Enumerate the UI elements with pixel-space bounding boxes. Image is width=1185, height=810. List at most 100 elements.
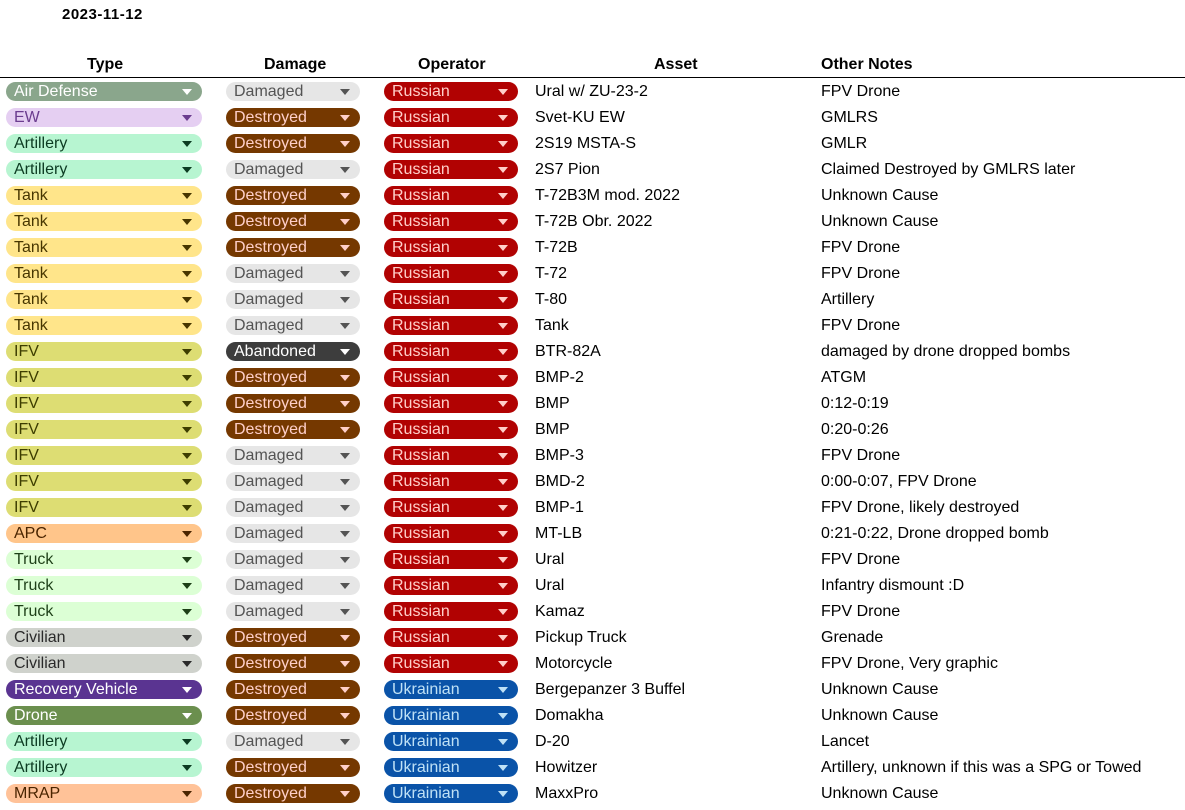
damage-dropdown[interactable]: Destroyed <box>226 784 360 803</box>
operator-dropdown[interactable]: Russian <box>384 82 518 101</box>
notes-cell: FPV Drone, likely destroyed <box>821 499 1020 516</box>
operator-dropdown[interactable]: Russian <box>384 368 518 387</box>
operator-dropdown[interactable]: Russian <box>384 550 518 569</box>
asset-cell: BMD-2 <box>535 473 585 490</box>
type-dropdown[interactable]: Artillery <box>6 160 202 179</box>
dropdown-arrow-icon <box>498 271 508 277</box>
type-dropdown[interactable]: IFV <box>6 446 202 465</box>
operator-dropdown[interactable]: Russian <box>384 628 518 647</box>
operator-dropdown[interactable]: Ukrainian <box>384 732 518 751</box>
notes-cell: FPV Drone <box>821 83 901 100</box>
type-dropdown[interactable]: EW <box>6 108 202 127</box>
type-dropdown[interactable]: IFV <box>6 498 202 517</box>
operator-dropdown[interactable]: Russian <box>384 472 518 491</box>
damage-dropdown[interactable]: Damaged <box>226 82 360 101</box>
damage-dropdown[interactable]: Destroyed <box>226 238 360 257</box>
operator-dropdown[interactable]: Russian <box>384 498 518 517</box>
damage-dropdown[interactable]: Damaged <box>226 576 360 595</box>
damage-dropdown[interactable]: Damaged <box>226 160 360 179</box>
damage-dropdown[interactable]: Destroyed <box>226 368 360 387</box>
damage-dropdown[interactable]: Destroyed <box>226 680 360 699</box>
damage-dropdown[interactable]: Destroyed <box>226 758 360 777</box>
operator-dropdown[interactable]: Russian <box>384 316 518 335</box>
operator-dropdown[interactable]: Ukrainian <box>384 706 518 725</box>
damage-dropdown[interactable]: Damaged <box>226 524 360 543</box>
type-dropdown[interactable]: Truck <box>6 602 202 621</box>
operator-dropdown[interactable]: Ukrainian <box>384 758 518 777</box>
type-dropdown-label: IFV <box>14 421 39 438</box>
type-dropdown[interactable]: Tank <box>6 264 202 283</box>
damage-dropdown[interactable]: Damaged <box>226 290 360 309</box>
type-dropdown[interactable]: IFV <box>6 420 202 439</box>
type-dropdown[interactable]: Artillery <box>6 758 202 777</box>
operator-dropdown[interactable]: Russian <box>384 238 518 257</box>
damage-dropdown[interactable]: Destroyed <box>226 134 360 153</box>
damage-dropdown[interactable]: Destroyed <box>226 394 360 413</box>
asset-cell: BMP-1 <box>535 499 584 516</box>
operator-dropdown[interactable]: Russian <box>384 576 518 595</box>
damage-dropdown[interactable]: Destroyed <box>226 654 360 673</box>
table-row: IFV Destroyed Russian BMP 0:20-0:26 <box>0 417 1185 443</box>
dropdown-arrow-icon <box>182 713 192 719</box>
operator-dropdown[interactable]: Russian <box>384 160 518 179</box>
type-dropdown[interactable]: Artillery <box>6 134 202 153</box>
damage-dropdown[interactable]: Damaged <box>226 264 360 283</box>
operator-dropdown[interactable]: Russian <box>384 342 518 361</box>
operator-dropdown[interactable]: Russian <box>384 654 518 673</box>
operator-dropdown[interactable]: Russian <box>384 134 518 153</box>
type-dropdown[interactable]: Truck <box>6 550 202 569</box>
operator-dropdown[interactable]: Russian <box>384 394 518 413</box>
operator-dropdown[interactable]: Russian <box>384 290 518 309</box>
operator-dropdown[interactable]: Russian <box>384 524 518 543</box>
damage-dropdown[interactable]: Damaged <box>226 446 360 465</box>
type-dropdown[interactable]: Civilian <box>6 628 202 647</box>
dropdown-arrow-icon <box>340 739 350 745</box>
damage-dropdown[interactable]: Damaged <box>226 602 360 621</box>
dropdown-arrow-icon <box>182 219 192 225</box>
operator-dropdown[interactable]: Russian <box>384 186 518 205</box>
operator-dropdown[interactable]: Russian <box>384 108 518 127</box>
type-dropdown[interactable]: Tank <box>6 238 202 257</box>
type-dropdown[interactable]: Tank <box>6 212 202 231</box>
operator-dropdown[interactable]: Russian <box>384 602 518 621</box>
damage-dropdown[interactable]: Destroyed <box>226 212 360 231</box>
damage-dropdown[interactable]: Damaged <box>226 472 360 491</box>
damage-dropdown[interactable]: Destroyed <box>226 108 360 127</box>
column-header-operator: Operator <box>418 56 486 73</box>
damage-dropdown[interactable]: Destroyed <box>226 186 360 205</box>
operator-dropdown[interactable]: Russian <box>384 212 518 231</box>
type-dropdown[interactable]: Air Defense <box>6 82 202 101</box>
damage-dropdown[interactable]: Abandoned <box>226 342 360 361</box>
type-dropdown[interactable]: Artillery <box>6 732 202 751</box>
dropdown-arrow-icon <box>498 661 508 667</box>
operator-dropdown-label: Russian <box>392 265 450 282</box>
damage-dropdown[interactable]: Destroyed <box>226 706 360 725</box>
type-dropdown[interactable]: Tank <box>6 290 202 309</box>
operator-dropdown[interactable]: Russian <box>384 264 518 283</box>
operator-dropdown[interactable]: Russian <box>384 446 518 465</box>
type-dropdown[interactable]: APC <box>6 524 202 543</box>
damage-dropdown[interactable]: Damaged <box>226 316 360 335</box>
damage-dropdown[interactable]: Destroyed <box>226 420 360 439</box>
damage-dropdown[interactable]: Damaged <box>226 732 360 751</box>
operator-dropdown[interactable]: Russian <box>384 420 518 439</box>
type-dropdown[interactable]: Tank <box>6 186 202 205</box>
type-dropdown[interactable]: Drone <box>6 706 202 725</box>
type-dropdown[interactable]: IFV <box>6 368 202 387</box>
damage-dropdown[interactable]: Damaged <box>226 498 360 517</box>
type-dropdown[interactable]: Tank <box>6 316 202 335</box>
type-dropdown[interactable]: Civilian <box>6 654 202 673</box>
dropdown-arrow-icon <box>340 219 350 225</box>
damage-dropdown[interactable]: Damaged <box>226 550 360 569</box>
damage-dropdown[interactable]: Destroyed <box>226 628 360 647</box>
operator-dropdown[interactable]: Ukrainian <box>384 784 518 803</box>
type-dropdown[interactable]: IFV <box>6 472 202 491</box>
type-dropdown[interactable]: Recovery Vehicle <box>6 680 202 699</box>
type-dropdown[interactable]: IFV <box>6 394 202 413</box>
operator-dropdown[interactable]: Ukrainian <box>384 680 518 699</box>
type-dropdown[interactable]: MRAP <box>6 784 202 803</box>
notes-cell: Infantry dismount :D <box>821 577 965 594</box>
type-dropdown[interactable]: Truck <box>6 576 202 595</box>
type-dropdown[interactable]: IFV <box>6 342 202 361</box>
type-dropdown-label: IFV <box>14 447 39 464</box>
